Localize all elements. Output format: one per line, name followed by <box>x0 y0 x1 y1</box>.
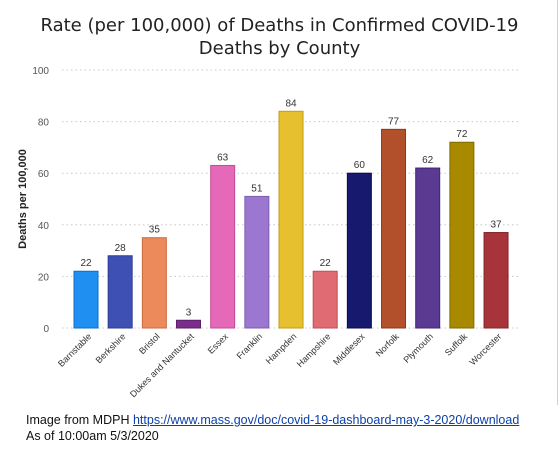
x-tick-label: Franklin <box>235 331 265 361</box>
chart-title: Rate (per 100,000) of Deaths in Confirme… <box>0 14 559 60</box>
source-link[interactable]: https://www.mass.gov/doc/covid-19-dashbo… <box>132 413 520 427</box>
bar-dukes-and-nantucket <box>176 319 202 329</box>
x-tick-label: Suffolk <box>443 331 470 358</box>
x-tick-label: Plymouth <box>402 331 436 365</box>
bar-middlesex <box>346 172 372 329</box>
data-labels: 22 28 35 3 63 51 84 22 60 77 62 72 37 <box>80 98 502 318</box>
data-label: 22 <box>320 258 332 269</box>
x-tick-label: Hampden <box>264 331 299 366</box>
y-tick-label: 40 <box>38 221 50 232</box>
data-label: 28 <box>115 243 127 254</box>
bar-norfolk <box>381 128 407 329</box>
x-tick-label: Bristol <box>137 331 162 356</box>
data-label: 60 <box>354 160 366 171</box>
bar-bristol <box>141 237 167 329</box>
data-label: 77 <box>388 116 400 127</box>
data-label: 51 <box>251 183 263 194</box>
x-tick-label: Worcester <box>468 331 504 367</box>
bar-franklin <box>244 195 270 329</box>
chart-frame <box>557 0 558 405</box>
source-line: Image from MDPH https://www.mass.gov/doc… <box>26 412 519 428</box>
bar-hampshire <box>312 270 338 329</box>
chart-title-line-1: Rate (per 100,000) of Deaths in Confirme… <box>40 15 519 36</box>
source-prefix: Image from MDPH <box>26 413 133 427</box>
data-label: 3 <box>186 307 192 318</box>
data-label: 37 <box>490 220 502 231</box>
data-label: 72 <box>456 129 468 140</box>
y-tick-label: 80 <box>38 118 50 129</box>
x-tick-label: Barnstable <box>56 331 93 368</box>
y-axis-ticks: 0 20 40 60 80 100 <box>32 66 49 335</box>
bar-berkshire <box>107 255 133 329</box>
chart-title-line-2: Deaths by County <box>198 38 361 59</box>
y-axis-label: Deaths per 100,000 <box>17 149 29 249</box>
x-tick-label: Middlesex <box>331 331 367 367</box>
data-label: 84 <box>285 98 297 109</box>
bar-barnstable <box>73 270 99 329</box>
bar-suffolk <box>449 141 475 329</box>
x-tick-label: Essex <box>206 331 231 356</box>
x-tick-label: Dukes and Nantucket <box>128 331 196 399</box>
x-tick-label: Norfolk <box>374 331 402 359</box>
bars <box>73 110 509 329</box>
source-note: Image from MDPH https://www.mass.gov/doc… <box>26 412 519 444</box>
data-label: 35 <box>149 225 161 236</box>
bar-essex <box>210 164 236 329</box>
x-tick-label: Berkshire <box>94 331 128 365</box>
y-tick-label: 60 <box>38 169 50 180</box>
y-tick-label: 20 <box>38 272 50 283</box>
bar-chart: 0 20 40 60 80 100 22 28 35 3 63 51 84 22 60 77 62 72 37 B… <box>17 66 518 399</box>
bar-hampden <box>278 110 304 329</box>
bar-worcester <box>483 232 509 329</box>
bar-plymouth <box>415 167 441 329</box>
data-label: 62 <box>422 155 434 166</box>
y-tick-label: 0 <box>43 324 49 335</box>
source-timestamp: As of 10:00am 5/3/2020 <box>26 429 159 443</box>
data-label: 22 <box>80 258 92 269</box>
x-tick-label: Hampshire <box>295 331 333 369</box>
y-tick-label: 100 <box>32 66 49 77</box>
data-label: 63 <box>217 152 229 163</box>
